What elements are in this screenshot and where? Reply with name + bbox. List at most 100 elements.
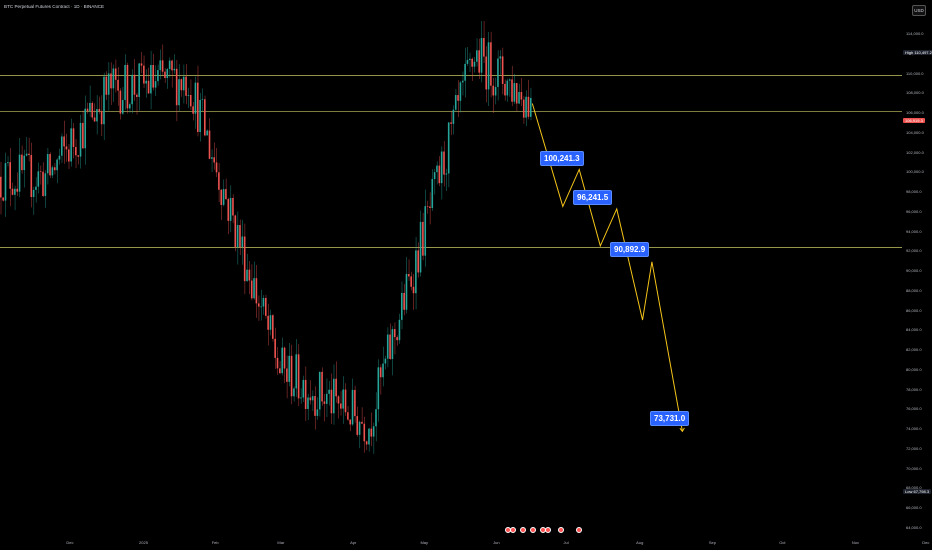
candle: [344, 389, 347, 413]
candle: [290, 355, 293, 397]
candle: [415, 250, 417, 294]
candle: [370, 428, 373, 437]
candle: [168, 60, 171, 70]
candle: [189, 94, 192, 107]
event-icon[interactable]: [520, 527, 526, 533]
candle: [375, 409, 377, 427]
candle: [11, 188, 14, 195]
candle: [529, 97, 532, 117]
low-value: 67,798.3: [913, 489, 930, 494]
event-icon[interactable]: [545, 527, 551, 533]
candle: [131, 74, 133, 105]
candle: [372, 426, 375, 437]
candle: [178, 79, 180, 106]
candle: [426, 206, 429, 207]
currency-button[interactable]: USD: [912, 5, 926, 16]
candle: [379, 367, 382, 378]
candle: [304, 379, 307, 409]
candle: [103, 76, 105, 125]
candle: [440, 151, 443, 184]
candle: [356, 416, 359, 435]
candle: [480, 38, 483, 73]
candle: [398, 319, 401, 341]
candle: [79, 122, 82, 157]
target-callout-3[interactable]: 90,892.9: [610, 242, 650, 257]
candle: [32, 189, 35, 198]
time-tick: Jul: [563, 540, 569, 545]
candle: [297, 354, 300, 399]
price-tick: 70,000.0: [906, 465, 922, 471]
price-tick: 92,000.0: [906, 248, 922, 254]
candle: [241, 236, 244, 247]
candle: [330, 389, 333, 414]
candle: [358, 421, 361, 435]
price-tick: 76,000.0: [906, 406, 922, 412]
candle: [302, 379, 305, 398]
event-icon[interactable]: [510, 527, 516, 533]
candle: [114, 68, 117, 80]
candle: [21, 154, 23, 171]
candle: [281, 347, 283, 374]
candle: [445, 173, 448, 175]
candle: [447, 122, 450, 174]
price-tick: 104,000.0: [906, 129, 924, 135]
event-icon[interactable]: [530, 527, 536, 533]
event-icon[interactable]: [576, 527, 582, 533]
candle: [37, 171, 40, 187]
candle: [457, 95, 459, 101]
candle: [72, 128, 75, 147]
projection-path[interactable]: [531, 103, 683, 432]
target-callout-4[interactable]: 73,731.0: [650, 411, 690, 426]
time-tick: Dec: [922, 540, 930, 545]
candle: [520, 92, 523, 100]
candle: [2, 197, 4, 201]
candle: [433, 172, 436, 180]
candle: [279, 368, 281, 374]
candle: [30, 155, 33, 198]
candle: [396, 337, 398, 341]
price-tick: 110,000.0: [906, 70, 924, 76]
candle: [248, 269, 251, 281]
candle: [340, 403, 342, 409]
candle: [476, 50, 478, 62]
candle: [133, 74, 136, 95]
candle: [494, 86, 497, 96]
candle: [262, 297, 265, 307]
high-value: 110,497.2: [914, 50, 932, 55]
current-price-badge: 106,919.3: [903, 118, 925, 123]
candle: [35, 186, 37, 190]
candle: [351, 389, 354, 425]
price-tick: 84,000.0: [906, 327, 922, 333]
candle: [264, 297, 267, 316]
candle: [314, 396, 316, 416]
target-callout-2[interactable]: 96,241.5: [573, 190, 613, 205]
candle: [53, 167, 56, 171]
candle: [119, 90, 122, 114]
candle: [138, 63, 140, 97]
candle: [145, 80, 147, 84]
high-badge: High 110,497.2: [903, 50, 932, 55]
candle: [70, 128, 72, 162]
price-tick: 98,000.0: [906, 189, 922, 195]
candle: [436, 165, 438, 173]
chart-title: BTC Perpetual Futures Contract · 1D · BI…: [4, 4, 105, 9]
price-tick: 68,000.0: [906, 485, 922, 491]
candle: [438, 165, 441, 184]
event-icon[interactable]: [558, 527, 564, 533]
candle: [253, 278, 255, 299]
candle: [46, 154, 49, 174]
candle: [100, 111, 103, 125]
candle: [117, 79, 119, 91]
candle: [511, 79, 513, 102]
candle: [393, 329, 396, 338]
candle: [60, 136, 63, 156]
time-tick: 2025: [139, 540, 148, 545]
candle: [175, 68, 178, 106]
candle: [96, 109, 98, 122]
candle: [525, 96, 527, 118]
candle: [518, 92, 520, 104]
target-callout-1[interactable]: 100,241.3: [540, 151, 584, 166]
price-tick: 102,000.0: [906, 149, 924, 155]
candle: [68, 149, 70, 162]
